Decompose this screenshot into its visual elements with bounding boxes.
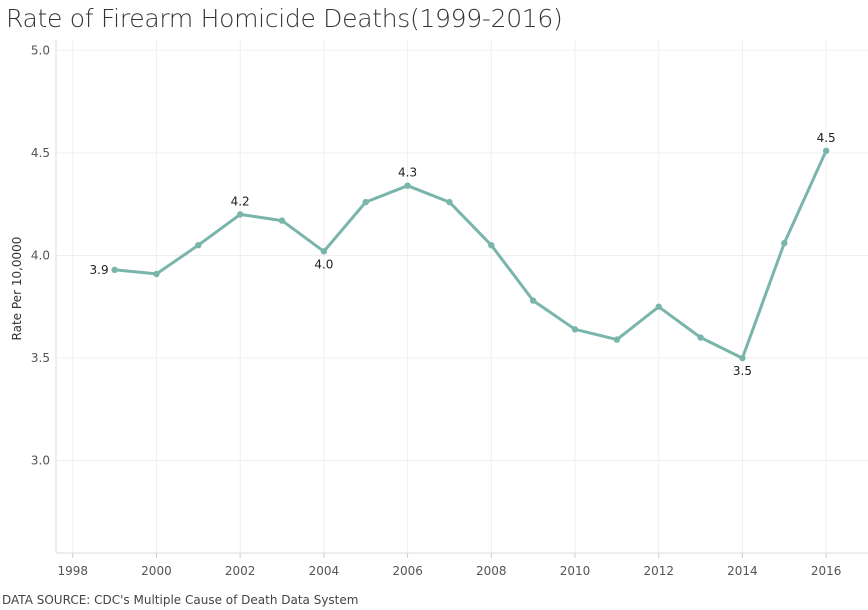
data-point[interactable] [697, 334, 704, 341]
y-tick-label: 3.0 [31, 454, 50, 468]
data-point[interactable] [822, 147, 830, 155]
data-point[interactable] [236, 211, 244, 218]
data-label: 3.5 [733, 364, 752, 378]
data-point[interactable] [153, 270, 160, 278]
series-line-layer [113, 149, 828, 360]
data-point[interactable] [111, 266, 118, 274]
data-label: 4.2 [231, 194, 250, 208]
data-point[interactable] [571, 326, 579, 333]
data-points [111, 147, 830, 362]
x-tick-label: 2006 [392, 564, 423, 578]
data-point[interactable] [739, 354, 746, 362]
data-label: 4.0 [314, 257, 333, 271]
x-tick-label: 2016 [811, 564, 842, 578]
data-point[interactable] [362, 198, 369, 206]
x-tick-label: 2010 [560, 564, 591, 578]
x-tick-label: 2004 [309, 564, 340, 578]
y-tick-label: 3.5 [31, 351, 50, 365]
y-tick-label: 4.0 [31, 248, 50, 262]
data-point[interactable] [488, 242, 495, 249]
grid-lines [56, 40, 868, 553]
y-tick-label: 5.0 [31, 43, 50, 57]
x-tick-label: 2012 [643, 564, 674, 578]
data-labels: 3.9 4.2 4.0 4.3 3.5 4.5 [90, 131, 836, 378]
data-point[interactable] [195, 242, 202, 249]
data-point[interactable] [655, 303, 662, 310]
x-tick-label: 2000 [141, 564, 172, 578]
data-source-note: DATA SOURCE: CDC's Multiple Cause of Dea… [2, 593, 359, 607]
data-point[interactable] [404, 182, 411, 189]
data-label: 3.9 [90, 263, 109, 277]
data-point[interactable] [320, 248, 328, 255]
y-axis-title: Rate Per 10,0000 [10, 237, 24, 341]
data-point[interactable] [529, 297, 537, 304]
x-tick-label: 1998 [57, 564, 88, 578]
chart-title: Rate of Firearm Homicide Deaths(1999-201… [6, 4, 563, 33]
x-tick-label: 2008 [476, 564, 507, 578]
x-tick-label: 2002 [225, 564, 256, 578]
data-label: 4.3 [398, 166, 417, 180]
data-point[interactable] [781, 239, 788, 247]
series-line [113, 149, 828, 360]
y-tick-label: 4.5 [31, 146, 50, 160]
x-tick-label: 2014 [727, 564, 758, 578]
data-point[interactable] [613, 336, 621, 343]
data-point[interactable] [446, 198, 453, 206]
axes: 1998 2000 2002 2004 2006 2008 2010 2012 2014 2016… [10, 40, 868, 578]
data-point[interactable] [278, 217, 286, 224]
data-label: 4.5 [817, 131, 836, 145]
